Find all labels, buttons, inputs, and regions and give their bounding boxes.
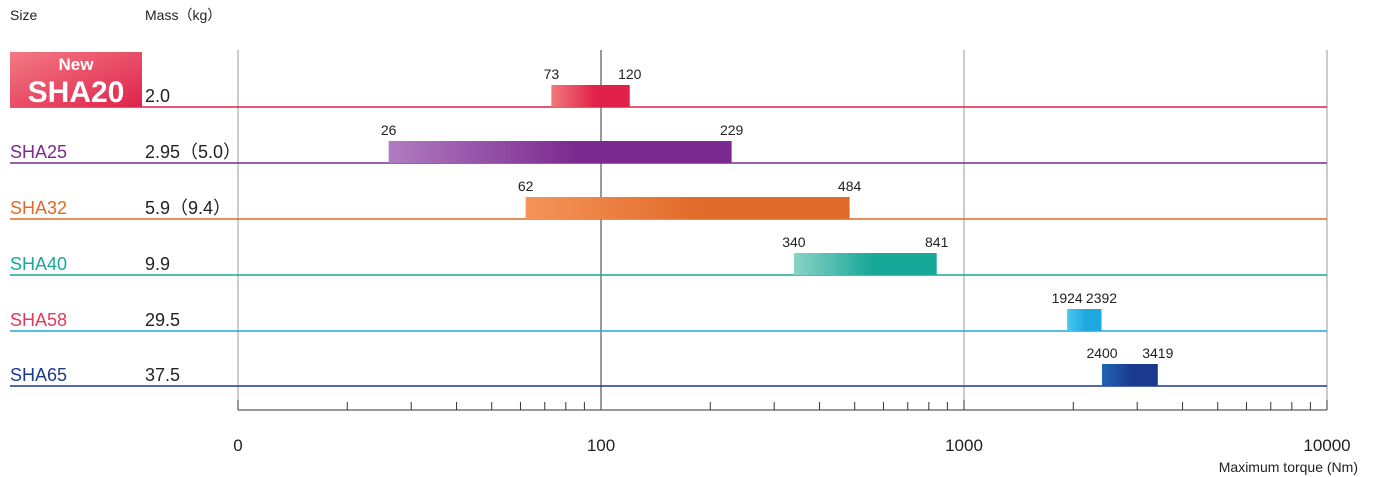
max-value-label: 841 bbox=[925, 234, 949, 250]
range-bar bbox=[1067, 309, 1102, 331]
grid-lines bbox=[237, 50, 1328, 410]
max-value-label: 484 bbox=[838, 178, 862, 194]
new-badge bbox=[10, 52, 142, 107]
mass-label: 9.9 bbox=[145, 254, 170, 274]
row-sha58: 1924 2392 29.5 SHA58 bbox=[10, 290, 1327, 332]
size-label: SHA20 bbox=[28, 76, 125, 109]
size-label: SHA65 bbox=[10, 365, 67, 385]
min-value-label: 73 bbox=[544, 66, 560, 82]
range-bar bbox=[551, 85, 630, 107]
row-sha25: 26 229 2.95（5.0） SHA25 bbox=[10, 122, 1327, 164]
size-label: SHA25 bbox=[10, 142, 67, 162]
range-bar bbox=[1102, 364, 1158, 386]
row-sha20: 73 120 2.0 New SHA20 bbox=[10, 52, 1327, 109]
x-axis: 0 100 1000 10000 bbox=[233, 400, 1351, 455]
min-value-label: 1924 bbox=[1052, 290, 1083, 306]
mass-header: Mass（kg） bbox=[145, 7, 221, 23]
row-sha40: 340 841 9.9 SHA40 bbox=[10, 234, 1327, 276]
tick-label: 100 bbox=[587, 436, 615, 455]
max-value-label: 229 bbox=[720, 122, 744, 138]
mass-label: 2.0 bbox=[145, 86, 170, 106]
mass-label: 2.95（5.0） bbox=[145, 142, 241, 162]
max-value-label: 120 bbox=[618, 66, 642, 82]
size-label: SHA40 bbox=[10, 254, 67, 274]
mass-label: 5.9（9.4） bbox=[145, 198, 231, 218]
mass-label: 37.5 bbox=[145, 365, 180, 385]
mass-label: 29.5 bbox=[145, 310, 180, 330]
chart-rows: 73 120 2.0 New SHA20 26 229 2.95（5.0） SHA25 62 484… bbox=[10, 52, 1327, 387]
range-bar bbox=[388, 141, 732, 163]
min-value-label: 340 bbox=[782, 234, 806, 250]
min-value-label: 26 bbox=[381, 122, 397, 138]
new-badge-label: New bbox=[59, 55, 95, 74]
size-label: SHA58 bbox=[10, 310, 67, 330]
tick-label: 0 bbox=[233, 436, 242, 455]
min-value-label: 62 bbox=[518, 178, 534, 194]
range-bar bbox=[793, 253, 937, 275]
size-label: SHA32 bbox=[10, 198, 67, 218]
tick-label: 1000 bbox=[945, 436, 983, 455]
row-sha32: 62 484 5.9（9.4） SHA32 bbox=[10, 178, 1327, 220]
row-sha65: 2400 3419 37.5 SHA65 bbox=[10, 345, 1327, 387]
min-value-label: 2400 bbox=[1086, 345, 1117, 361]
range-bar bbox=[525, 197, 850, 219]
size-header: Size bbox=[10, 7, 37, 23]
tick-label: 10000 bbox=[1303, 436, 1350, 455]
max-value-label: 2392 bbox=[1086, 290, 1117, 306]
max-value-label: 3419 bbox=[1142, 345, 1173, 361]
x-axis-title: Maximum torque (Nm) bbox=[1219, 459, 1358, 475]
